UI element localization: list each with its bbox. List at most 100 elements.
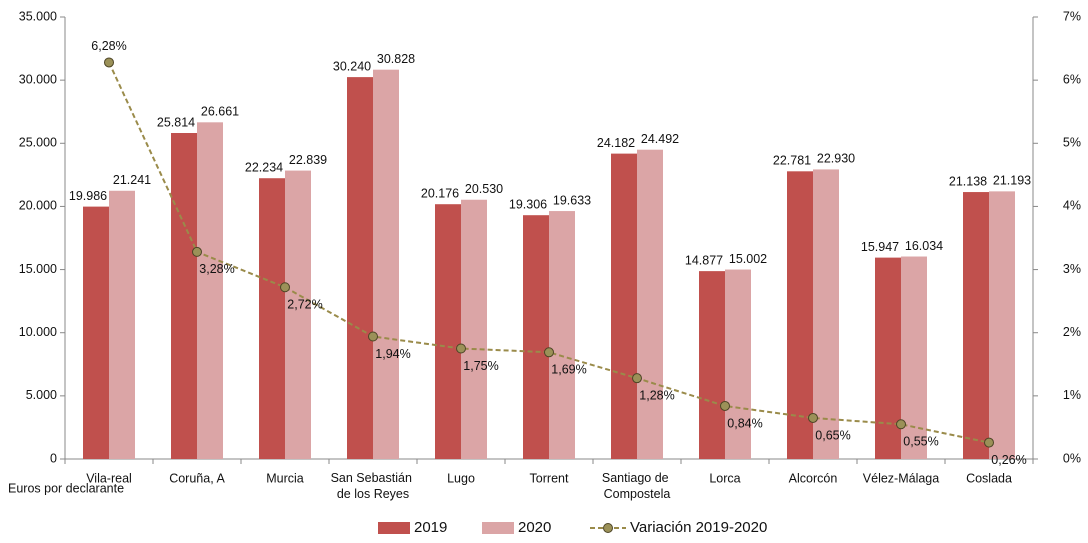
x-tick-label: Coruña, A <box>169 471 225 485</box>
x-tick-label: Alcorcón <box>789 471 838 485</box>
bar-value-label: 19.633 <box>553 193 591 207</box>
variation-label: 0,55% <box>903 435 938 449</box>
y-tick-label: 20.000 <box>19 199 57 213</box>
bar-value-label: 19.986 <box>69 189 107 203</box>
x-tick-label: Vila-real <box>86 471 132 485</box>
bar-value-label: 22.234 <box>245 161 283 175</box>
bar-value-label: 25.814 <box>157 115 195 129</box>
bar <box>699 271 725 459</box>
bar-value-label: 15.002 <box>729 252 767 266</box>
variation-label: 2,72% <box>287 298 322 312</box>
variation-label: 6,28% <box>91 39 126 53</box>
bar-value-label: 21.241 <box>113 173 151 187</box>
bar-value-label: 26.661 <box>201 105 239 119</box>
bar <box>373 69 399 459</box>
variation-label: 1,75% <box>463 359 498 373</box>
x-tick-label: Lorca <box>709 471 740 485</box>
variation-label: 1,94% <box>375 347 410 361</box>
variation-label: 0,65% <box>815 428 850 442</box>
bar <box>725 269 751 459</box>
variation-label: 0,26% <box>991 453 1026 467</box>
y-tick-label: 0 <box>50 451 57 465</box>
x-tick-label: Lugo <box>447 471 475 485</box>
y-tick-label: 10.000 <box>19 325 57 339</box>
legend-swatch <box>378 522 410 534</box>
variation-marker <box>632 373 642 384</box>
bar <box>285 170 311 459</box>
y-tick-label: 30.000 <box>19 72 57 86</box>
bar-value-label: 16.034 <box>905 239 943 253</box>
variation-marker <box>896 419 906 430</box>
bar-value-label: 30.240 <box>333 59 371 73</box>
x-tick-label: Torrent <box>530 471 569 485</box>
bar <box>549 211 575 459</box>
bar-value-label: 15.947 <box>861 240 899 254</box>
bar-value-label: 19.306 <box>509 197 547 211</box>
variation-label: 1,28% <box>639 388 674 402</box>
y2-tick-label: 4% <box>1063 199 1081 213</box>
bar-value-label: 22.781 <box>773 154 811 168</box>
y2-tick-label: 1% <box>1063 388 1081 402</box>
bar <box>523 215 549 459</box>
bar <box>875 257 901 459</box>
variation-marker <box>720 400 730 411</box>
bar <box>611 153 637 459</box>
x-tick-label: Santiago de Compostela <box>602 471 672 501</box>
bar <box>347 77 373 459</box>
legend-swatch <box>482 522 514 534</box>
y2-tick-label: 7% <box>1063 9 1081 23</box>
bar-value-label: 21.138 <box>949 174 987 188</box>
bar <box>83 206 109 459</box>
y-tick-label: 5.000 <box>26 388 57 402</box>
bar <box>963 192 989 459</box>
bar-value-label: 24.492 <box>641 132 679 146</box>
x-tick-label: Vélez-Málaga <box>863 471 939 485</box>
bar <box>901 256 927 459</box>
legend-label: Variación 2019-2020 <box>630 519 767 536</box>
bar-value-label: 30.828 <box>377 52 415 66</box>
bar <box>989 191 1015 460</box>
variation-marker <box>368 331 378 342</box>
note: Euros por declarante <box>8 481 124 495</box>
variation-label: 1,69% <box>551 363 586 377</box>
variation-marker <box>280 282 290 293</box>
bar-value-label: 22.930 <box>817 152 855 166</box>
bar <box>461 199 487 460</box>
variation-line <box>108 62 990 444</box>
y2-tick-label: 3% <box>1063 262 1081 276</box>
bar <box>171 133 197 460</box>
variation-marker <box>808 412 818 423</box>
variation-marker <box>984 437 994 448</box>
bar <box>637 149 663 459</box>
y2-tick-label: 0% <box>1063 451 1081 465</box>
bar <box>109 190 135 459</box>
bar-value-label: 24.182 <box>597 136 635 150</box>
bar <box>197 122 223 459</box>
y-tick-label: 15.000 <box>19 262 57 276</box>
bar <box>787 171 813 459</box>
variation-marker <box>456 343 466 354</box>
bar-value-label: 20.530 <box>465 182 503 196</box>
variation-label: 3,28% <box>199 262 234 276</box>
bar <box>259 178 285 459</box>
y-tick-label: 25.000 <box>19 136 57 150</box>
y2-tick-label: 6% <box>1063 72 1081 86</box>
variation-marker <box>192 246 202 257</box>
x-tick-label: Coslada <box>966 471 1012 485</box>
variation-label: 0,84% <box>727 416 762 430</box>
x-tick-label: San Sebastián de los Reyes <box>331 471 416 501</box>
bar <box>813 169 839 459</box>
y2-tick-label: 5% <box>1063 136 1081 150</box>
bar-value-label: 14.877 <box>685 253 723 267</box>
y2-tick-label: 2% <box>1063 325 1081 339</box>
bar-value-label: 20.176 <box>421 187 459 201</box>
bar-value-label: 21.193 <box>993 174 1031 188</box>
legend-marker <box>603 523 613 533</box>
bar-value-label: 22.839 <box>289 153 327 167</box>
variation-marker <box>544 347 554 358</box>
variation-marker <box>104 57 114 68</box>
legend-label: 2020 <box>518 519 551 536</box>
y-tick-label: 35.000 <box>19 9 57 23</box>
